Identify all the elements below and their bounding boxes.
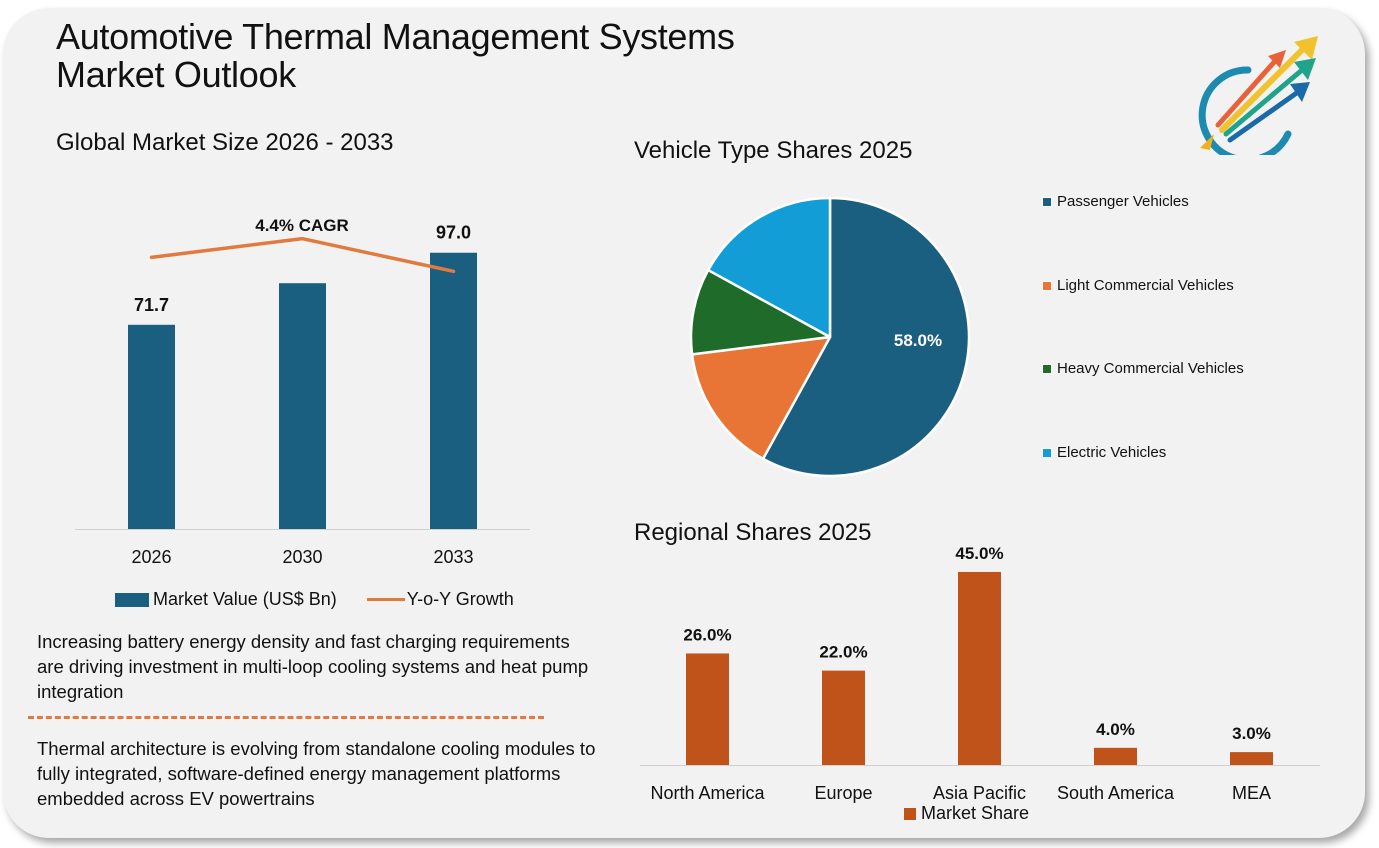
pie-legend-swatch xyxy=(1042,447,1052,458)
market-share-bar xyxy=(1094,747,1137,765)
market-share-bar xyxy=(1230,752,1273,765)
dashed-divider xyxy=(28,716,544,719)
legend-label-market-value: Market Value (US$ Bn) xyxy=(153,589,337,609)
market-share-bar xyxy=(822,670,865,765)
bar-value-label: 26.0% xyxy=(683,625,731,644)
pie-slice xyxy=(689,268,832,356)
x-tick-label: Europe xyxy=(814,783,872,803)
x-tick-label: 2026 xyxy=(131,547,171,567)
pie-legend-label: Light Commercial Vehicles xyxy=(1057,277,1234,294)
bar-value-label: 4.0% xyxy=(1096,720,1135,739)
pie-slice xyxy=(761,196,971,478)
insight-note-2: Thermal architecture is evolving from st… xyxy=(37,738,596,809)
x-tick-label: 2030 xyxy=(282,547,322,567)
pie-legend-label: Heavy Commercial Vehicles xyxy=(1057,360,1244,377)
pie-slice xyxy=(706,196,832,339)
pie-legend-swatch xyxy=(1042,363,1052,374)
x-tick-label: South America xyxy=(1057,783,1175,803)
logo-arrows xyxy=(1215,36,1318,143)
market-share-bar xyxy=(958,571,1001,765)
market-value-bar xyxy=(279,283,326,529)
cagr-annotation: 4.4% CAGR xyxy=(255,216,349,235)
pie-legend-swatch xyxy=(1042,280,1052,291)
market-share-bar xyxy=(686,653,729,765)
bar-value-label: 97.0 xyxy=(436,223,471,243)
vehicle-type-title: Vehicle Type Shares 2025 xyxy=(634,137,913,164)
bar-value-label: 3.0% xyxy=(1232,724,1271,743)
pie-legend-item: Electric Vehicles xyxy=(1042,444,1167,461)
logo-ring xyxy=(1198,66,1292,155)
pie-slice xyxy=(690,335,832,461)
market-value-bar xyxy=(430,252,477,529)
legend-label-market-share: Market Share xyxy=(921,803,1030,823)
x-tick-label: MEA xyxy=(1232,783,1271,803)
bar-value-label: 71.7 xyxy=(134,295,169,315)
vehicle-type-pie-chart: 58.0% xyxy=(689,196,971,478)
infographic-card xyxy=(3,8,1365,838)
market-size-legend: Market Value (US$ Bn) Y-o-Y Growth xyxy=(115,589,514,610)
x-tick-label: Asia Pacific xyxy=(933,783,1026,803)
pie-slice-label: 58.0% xyxy=(894,331,942,350)
legend-swatch-market-share xyxy=(904,807,916,820)
title-line-2: Market Outlook xyxy=(56,54,296,95)
legend-label-yoy-growth: Y-o-Y Growth xyxy=(406,589,514,609)
logo-tail xyxy=(1200,134,1214,150)
pie-legend-label: Electric Vehicles xyxy=(1057,444,1167,461)
legend-swatch-yoy-growth xyxy=(366,598,405,601)
regional-shares-title: Regional Shares 2025 xyxy=(634,519,872,546)
pie-legend-item: Heavy Commercial Vehicles xyxy=(1042,360,1244,377)
pie-legend-label: Passenger Vehicles xyxy=(1057,193,1189,210)
logo-icon xyxy=(1198,36,1318,155)
bar-value-label: 22.0% xyxy=(819,643,867,662)
pie-legend-item: Light Commercial Vehicles xyxy=(1042,277,1234,294)
bar-value-label: 45.0% xyxy=(955,544,1003,563)
x-tick-label: North America xyxy=(650,783,765,803)
pie-legend-item: Passenger Vehicles xyxy=(1042,193,1189,210)
title-line-1: Automotive Thermal Management Systems xyxy=(56,16,735,57)
market-size-chart: 71.7 2026 2030 97.0 2033 4.4% CAGR xyxy=(75,216,530,567)
legend-swatch-market-value xyxy=(115,592,149,607)
regional-legend: Market Share xyxy=(904,803,1029,824)
insight-note-1: Increasing battery energy density and fa… xyxy=(37,631,589,702)
market-value-bar xyxy=(128,324,175,529)
pie-legend-swatch xyxy=(1042,196,1052,207)
market-size-title: Global Market Size 2026 - 2033 xyxy=(56,129,394,156)
page-title: Automotive Thermal Management Systems Ma… xyxy=(56,18,735,94)
x-tick-label: 2033 xyxy=(433,547,473,567)
